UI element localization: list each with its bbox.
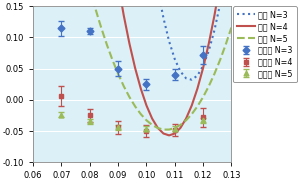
超弦 N=5	[207, 85, 211, 87]
超弦 N=3	[196, 74, 199, 77]
超弦 N=3	[207, 50, 211, 52]
超弦 N=5	[99, 26, 103, 29]
超弦 N=3	[213, 29, 216, 31]
超弦 N=4	[178, 127, 182, 129]
超弦 N=4	[190, 104, 194, 107]
超弦 N=3	[167, 40, 171, 42]
超弦 N=5	[178, 124, 182, 126]
超弦 N=3	[162, 17, 165, 19]
超弦 N=4	[156, 127, 160, 129]
超弦 N=3	[184, 77, 188, 79]
超弦 N=4	[173, 132, 177, 135]
超弦 N=4	[145, 104, 148, 107]
超弦 N=4	[184, 117, 188, 120]
超弦 N=3	[173, 58, 177, 60]
超弦 N=3	[218, 3, 222, 5]
超弦 N=4	[139, 87, 142, 90]
超弦 N=4	[167, 134, 171, 137]
超弦 N=5	[122, 85, 126, 87]
Line: 超弦 N=5: 超弦 N=5	[33, 0, 231, 130]
超弦 N=5	[184, 119, 188, 121]
超弦 N=4	[122, 14, 126, 17]
超弦 N=5	[128, 96, 131, 98]
超弦 N=4	[150, 117, 154, 120]
超弦 N=4	[133, 67, 137, 69]
超弦 N=5	[105, 43, 109, 46]
超弦 N=5	[133, 105, 137, 107]
超弦 N=5	[230, 26, 233, 29]
超弦 N=5	[139, 113, 142, 115]
超弦 N=4	[207, 43, 211, 45]
超弦 N=5	[190, 113, 194, 115]
超弦 N=5	[162, 128, 165, 131]
超弦 N=4	[213, 14, 216, 17]
Line: 超弦 N=3: 超弦 N=3	[33, 0, 231, 80]
超弦 N=4	[201, 67, 205, 69]
超弦 N=5	[224, 43, 227, 46]
超弦 N=3	[190, 79, 194, 81]
超弦 N=3	[201, 65, 205, 67]
Line: 超弦 N=4: 超弦 N=4	[33, 0, 231, 135]
超弦 N=5	[150, 124, 154, 126]
超弦 N=5	[167, 128, 171, 131]
超弦 N=5	[218, 59, 222, 61]
超弦 N=5	[196, 105, 199, 107]
超弦 N=5	[173, 127, 177, 129]
超弦 N=5	[116, 73, 120, 75]
超弦 N=5	[111, 59, 114, 61]
超弦 N=4	[128, 43, 131, 45]
超弦 N=5	[145, 119, 148, 121]
超弦 N=5	[213, 73, 216, 75]
超弦 N=3	[178, 70, 182, 73]
超弦 N=5	[156, 127, 160, 129]
超弦 N=4	[196, 87, 199, 90]
Legend: 超弦 N=3, 超弦 N=4, 超弦 N=5, ゲージ N=3, ゲージ N=4, ゲージ N=5: 超弦 N=3, 超弦 N=4, 超弦 N=5, ゲージ N=3, ゲージ N=4…	[233, 6, 297, 82]
超弦 N=5	[201, 96, 205, 98]
超弦 N=4	[162, 132, 165, 135]
超弦 N=5	[94, 8, 97, 10]
